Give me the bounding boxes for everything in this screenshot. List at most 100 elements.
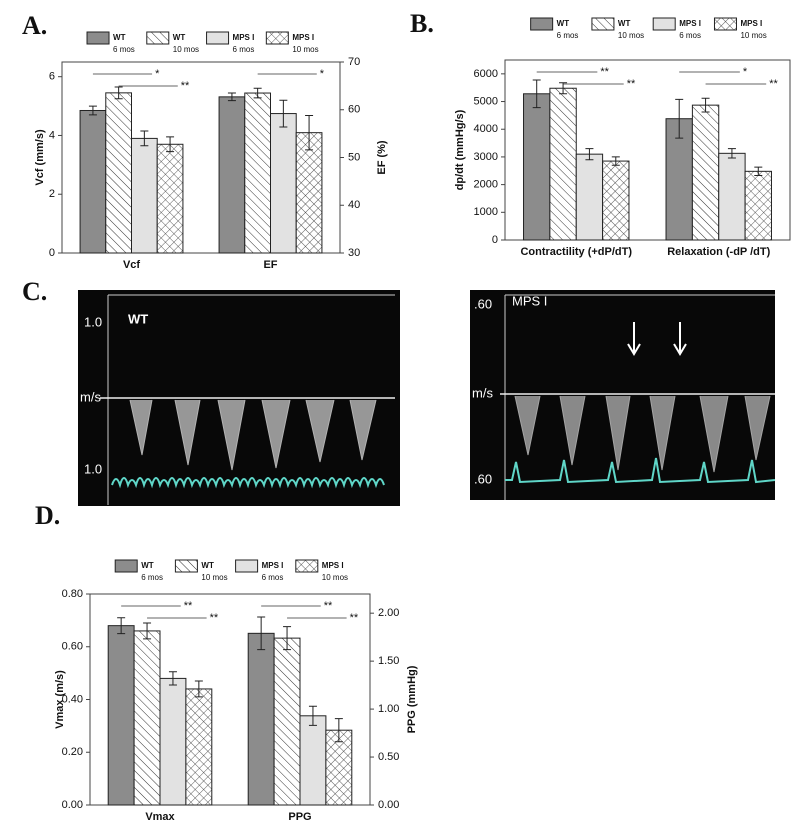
bar	[133, 630, 161, 806]
legend-age: 10 mos	[740, 31, 766, 40]
panel-label: A.	[22, 11, 47, 40]
y2-tick-label: 0.50	[378, 751, 399, 763]
bar	[299, 715, 327, 806]
significance-mark: **	[184, 600, 193, 612]
y2-tick-label: 2.00	[378, 607, 399, 619]
error-bar	[675, 98, 684, 139]
y-tick-label: 6000	[474, 68, 498, 80]
error-bar	[283, 626, 292, 651]
unit-label: m/s	[472, 385, 493, 400]
error-bar	[194, 680, 203, 698]
bar	[691, 104, 720, 241]
y-tick-label: 2	[49, 188, 55, 200]
legend-swatch	[265, 31, 289, 45]
legend-swatch	[174, 559, 198, 573]
legend-age: 10 mos	[292, 45, 318, 54]
bar	[523, 93, 551, 241]
bar	[247, 632, 275, 806]
significance-mark: **	[210, 612, 219, 624]
significance-mark: **	[324, 600, 333, 612]
scale-label: 1.0	[84, 314, 102, 329]
y-axis-label: Vmax (m/s)	[54, 670, 66, 729]
y-tick-label: 0	[492, 234, 498, 246]
error-bar	[279, 99, 288, 128]
legend-label: MPS I	[740, 19, 762, 28]
error-bar	[334, 718, 343, 743]
y-tick-label: 0.80	[62, 588, 83, 600]
legend-label: WT	[173, 33, 186, 42]
error-bar	[305, 114, 314, 151]
x-tick-label: Vcf	[123, 259, 140, 271]
bar	[79, 109, 107, 254]
error-bar	[114, 86, 123, 100]
x-tick-label: Relaxation (-dP /dT)	[667, 246, 770, 258]
legend-label: MPS I	[679, 19, 701, 28]
bar	[107, 625, 135, 806]
x-tick-label: EF	[263, 259, 277, 271]
legend-label: WT	[141, 561, 154, 570]
unit-label: m/s	[80, 389, 101, 404]
y2-tick-label: 50	[348, 151, 360, 163]
legend-swatch	[206, 31, 230, 45]
y2-tick-label: 1.00	[378, 703, 399, 715]
error-bar	[140, 130, 149, 147]
bar	[549, 87, 577, 241]
scale-label: .60	[474, 296, 492, 311]
bar	[575, 153, 604, 241]
legend-swatch	[114, 559, 138, 573]
bar	[105, 92, 133, 254]
legend-label: WT	[557, 19, 570, 28]
error-bar	[532, 79, 541, 109]
panel-label: C.	[22, 277, 47, 306]
legend-label: WT	[113, 33, 126, 42]
y-axis-label: Vcf (mm/s)	[34, 129, 46, 186]
legend-label: MPS I	[322, 561, 344, 570]
error-bar	[308, 705, 317, 726]
panel-label: B.	[410, 9, 434, 38]
bar	[159, 677, 187, 806]
bar	[295, 132, 323, 254]
error-bar	[611, 156, 620, 166]
legend-swatch	[713, 17, 737, 31]
image-title: MPS I	[512, 293, 547, 308]
y-axis-label: dp/dt (mmHg/s)	[454, 109, 466, 190]
bar	[156, 143, 184, 254]
error-bar	[727, 148, 736, 159]
legend-age: 6 mos	[113, 45, 135, 54]
doppler-wt: WT 1.0 m/s 1.0	[78, 290, 400, 506]
x-tick-label: Contractility (+dP/dT)	[520, 246, 632, 258]
bar	[185, 688, 213, 806]
legend-age: 10 mos	[618, 31, 644, 40]
y-tick-label: 5000	[474, 95, 498, 107]
doppler-mps: MPS I .60 m/s .60	[470, 290, 776, 500]
legend-age: 6 mos	[557, 31, 579, 40]
y-tick-label: 0.00	[62, 799, 83, 811]
legend-swatch	[235, 559, 259, 573]
legend-swatch	[591, 17, 615, 31]
error-bar	[701, 97, 710, 113]
error-bar	[166, 136, 175, 153]
y-tick-label: 3000	[474, 151, 498, 163]
y2-tick-label: 30	[348, 247, 360, 259]
x-tick-label: PPG	[288, 811, 311, 823]
legend-label: MPS I	[233, 33, 255, 42]
scale-label: .60	[474, 471, 492, 486]
y-tick-label: 0	[49, 247, 55, 259]
significance-mark: *	[155, 68, 160, 80]
error-bar	[257, 616, 266, 651]
y-tick-label: 2000	[474, 179, 498, 191]
legend-swatch	[295, 559, 319, 573]
error-bar	[88, 105, 97, 116]
significance-mark: *	[743, 66, 748, 78]
error-bar	[754, 166, 763, 176]
legend-age: 6 mos	[141, 573, 163, 582]
bar	[218, 96, 246, 254]
y2-tick-label: 60	[348, 104, 360, 116]
y2-axis-label: PPG (mmHg)	[406, 665, 418, 733]
y2-axis-label: EF (%)	[376, 140, 388, 175]
legend-age: 6 mos	[233, 45, 255, 54]
y-tick-label: 0.40	[62, 693, 83, 705]
panel-label: D.	[35, 501, 60, 530]
legend-label: MPS I	[262, 561, 284, 570]
